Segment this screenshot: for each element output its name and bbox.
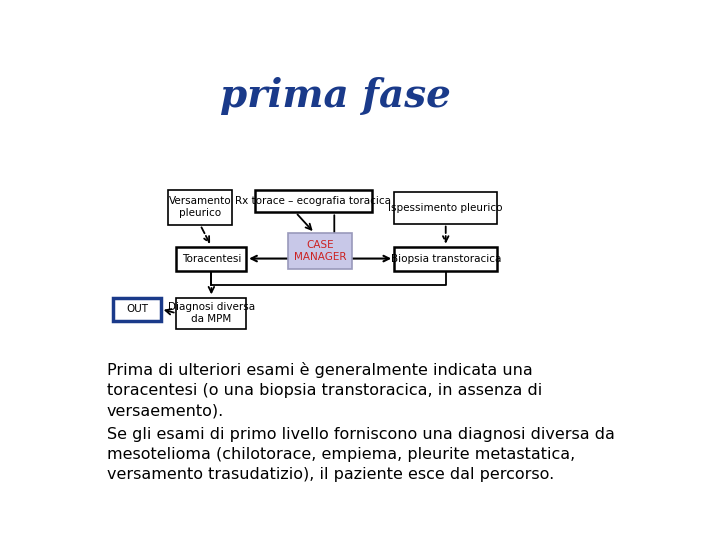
- Text: Biopsia transtoracica: Biopsia transtoracica: [390, 254, 501, 264]
- Text: OUT: OUT: [126, 304, 148, 314]
- Text: Prima di ulteriori esami è generalmente indicata una
toracentesi (o una biopsia : Prima di ulteriori esami è generalmente …: [107, 362, 542, 419]
- Bar: [255, 190, 372, 212]
- Bar: [176, 246, 246, 271]
- Text: prima fase: prima fase: [220, 77, 451, 115]
- Text: Ispessimento pleurico: Ispessimento pleurico: [389, 203, 503, 213]
- Bar: [394, 192, 498, 224]
- Text: Diagnosi diversa
da MPM: Diagnosi diversa da MPM: [168, 302, 255, 324]
- Bar: [288, 233, 352, 268]
- Text: Rx torace – ecografia toracica: Rx torace – ecografia toracica: [235, 196, 391, 206]
- Bar: [114, 298, 161, 321]
- Text: CASE
MANAGER: CASE MANAGER: [294, 240, 346, 262]
- Bar: [168, 190, 233, 225]
- Text: Se gli esami di primo livello forniscono una diagnosi diversa da
mesotelioma (ch: Se gli esami di primo livello forniscono…: [107, 427, 615, 482]
- Bar: [176, 298, 246, 329]
- Bar: [394, 246, 498, 271]
- Text: Toracentesi: Toracentesi: [181, 254, 241, 264]
- Text: Versamento
pleurico: Versamento pleurico: [169, 197, 232, 218]
